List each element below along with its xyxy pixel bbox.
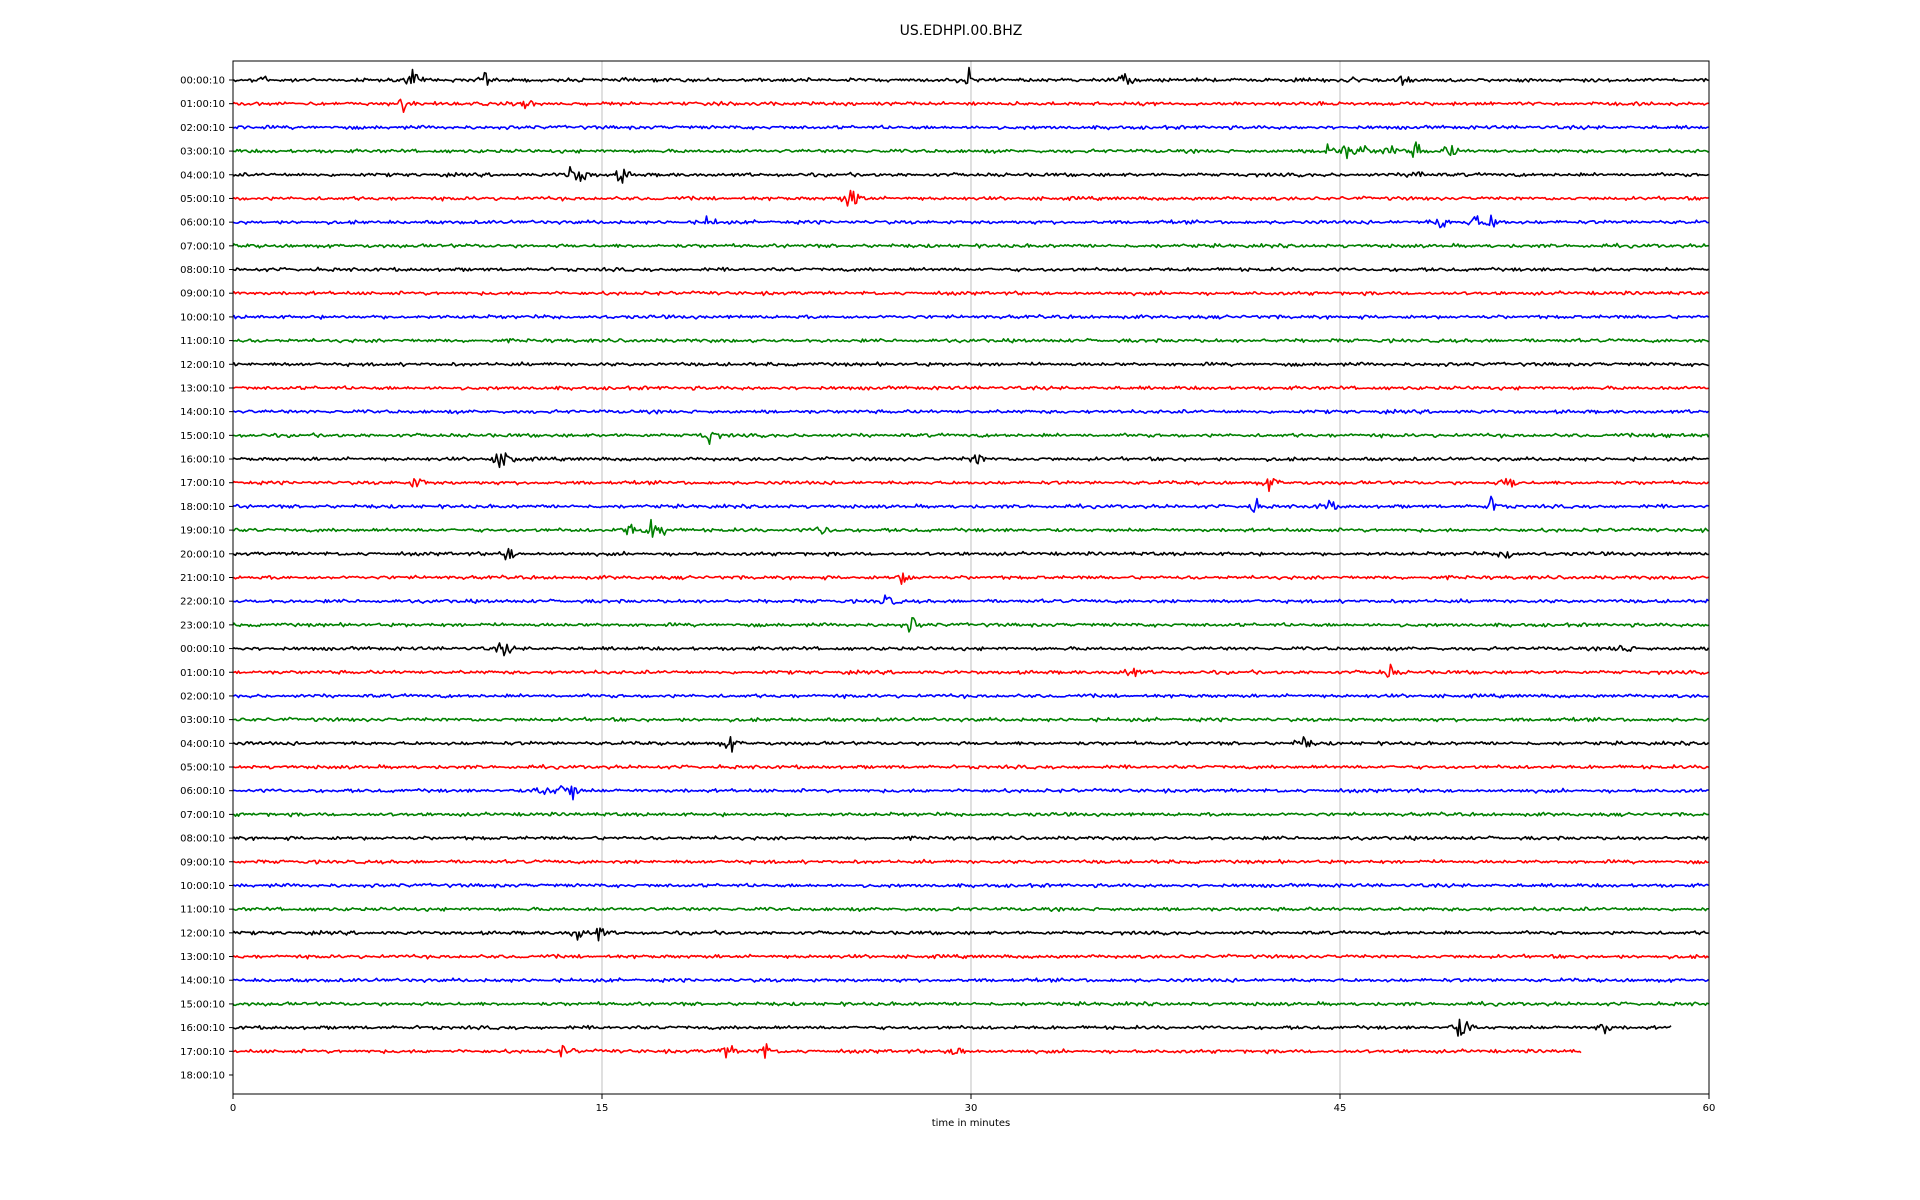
x-tick-label: 15: [596, 1103, 609, 1114]
seismic-trace: [232, 953, 1710, 960]
seismic-trace: [232, 1018, 1672, 1037]
y-tick-label: 04:00:10: [180, 739, 225, 750]
chart-title: US.EDHPI.00.BHZ: [900, 23, 1023, 39]
seismic-trace: [232, 361, 1709, 368]
y-tick-label: 01:00:10: [180, 99, 225, 110]
seismic-trace: [232, 66, 1709, 86]
y-tick-label: 01:00:10: [180, 668, 225, 679]
y-tick-label: 12:00:10: [180, 928, 225, 939]
y-tick-label: 03:00:10: [180, 715, 225, 726]
seismic-trace: [232, 617, 1709, 633]
seismic-trace: [232, 214, 1709, 229]
y-tick-label: 17:00:10: [180, 478, 225, 489]
y-tick-label: 04:00:10: [180, 170, 225, 181]
seismic-trace: [232, 477, 1710, 493]
seismic-trace: [232, 977, 1710, 983]
y-tick-label: 14:00:10: [180, 976, 225, 987]
seismic-trace: [232, 166, 1709, 184]
seismic-trace: [232, 408, 1710, 415]
y-tick-label: 12:00:10: [180, 360, 225, 371]
y-tick-label: 14:00:10: [180, 407, 225, 418]
y-tick-label: 18:00:10: [180, 1070, 225, 1081]
seismic-trace: [232, 763, 1709, 770]
y-tick-label: 18:00:10: [180, 502, 225, 513]
seismic-trace: [232, 495, 1709, 513]
y-tick-label: 00:00:10: [180, 76, 225, 87]
y-tick-label: 09:00:10: [180, 289, 225, 300]
x-tick-label: 30: [965, 1103, 978, 1114]
seismic-trace: [232, 189, 1709, 207]
seismic-trace: [232, 785, 1709, 801]
seismic-trace: [232, 572, 1709, 585]
seismic-trace: [232, 1000, 1709, 1007]
y-tick-label: 19:00:10: [180, 526, 225, 537]
seismic-trace: [233, 663, 1709, 678]
seismic-trace: [232, 547, 1709, 561]
seismic-trace: [232, 858, 1709, 865]
y-tick-label: 06:00:10: [180, 786, 225, 797]
seismic-trace: [232, 452, 1709, 469]
seismic-trace: [232, 242, 1709, 249]
y-tick-label: 13:00:10: [180, 383, 225, 394]
seismic-trace: [232, 642, 1710, 657]
y-tick-label: 00:00:10: [180, 644, 225, 655]
y-tick-label: 08:00:10: [180, 834, 225, 845]
y-tick-label: 05:00:10: [180, 194, 225, 205]
y-tick-label: 11:00:10: [180, 905, 225, 916]
seismic-trace: [232, 518, 1710, 538]
y-tick-label: 08:00:10: [180, 265, 225, 276]
x-axis-ticks: 0 15 30 45 60: [230, 1094, 1716, 1114]
seismic-trace: [232, 811, 1709, 818]
seismic-trace: [233, 431, 1710, 445]
y-tick-label: 03:00:10: [180, 147, 225, 158]
seismic-trace: [232, 266, 1709, 273]
y-tick-label: 23:00:10: [180, 620, 225, 631]
seismic-trace: [232, 1043, 1582, 1059]
seismic-trace: [232, 882, 1709, 889]
y-tick-label: 10:00:10: [180, 312, 225, 323]
x-tick-label: 60: [1703, 1103, 1716, 1114]
seismic-trace: [232, 693, 1709, 700]
seismic-trace: [232, 906, 1709, 913]
y-tick-label: 16:00:10: [180, 1023, 225, 1034]
seismic-trace: [233, 385, 1709, 391]
x-tick-label: 45: [1334, 1103, 1347, 1114]
y-tick-label: 20:00:10: [180, 549, 225, 560]
y-tick-label: 11:00:10: [180, 336, 225, 347]
seismic-trace: [232, 290, 1709, 297]
y-tick-label: 22:00:10: [180, 597, 225, 608]
seismic-trace: [232, 927, 1709, 942]
seismic-trace: [232, 716, 1709, 723]
y-tick-label: 21:00:10: [180, 573, 225, 584]
y-tick-label: 13:00:10: [180, 952, 225, 963]
y-tick-label: 02:00:10: [180, 691, 225, 702]
seismic-trace: [232, 594, 1710, 605]
y-tick-label: 07:00:10: [180, 241, 225, 252]
x-axis-label: time in minutes: [932, 1118, 1011, 1129]
x-tick-label: 0: [230, 1103, 236, 1114]
y-axis-ticks: 00:00:10 01:00:10 02:00:10 03:00:10 04:00:10…: [180, 76, 233, 1081]
seismic-trace: [232, 141, 1709, 160]
y-tick-label: 15:00:10: [180, 431, 225, 442]
y-tick-label: 02:00:10: [180, 123, 225, 134]
y-tick-label: 05:00:10: [180, 763, 225, 774]
y-tick-label: 09:00:10: [180, 857, 225, 868]
y-tick-label: 10:00:10: [180, 881, 225, 892]
seismic-trace: [232, 337, 1709, 344]
seismic-trace: [232, 124, 1709, 131]
seismic-traces: [232, 66, 1710, 1059]
y-tick-label: 17:00:10: [180, 1047, 225, 1058]
y-tick-label: 15:00:10: [180, 999, 225, 1010]
y-tick-label: 07:00:10: [180, 810, 225, 821]
seismic-trace: [232, 98, 1709, 113]
seismic-trace: [232, 313, 1709, 320]
seismic-trace: [232, 736, 1710, 753]
y-tick-label: 06:00:10: [180, 218, 225, 229]
seismic-trace: [232, 835, 1709, 842]
y-tick-label: 16:00:10: [180, 455, 225, 466]
